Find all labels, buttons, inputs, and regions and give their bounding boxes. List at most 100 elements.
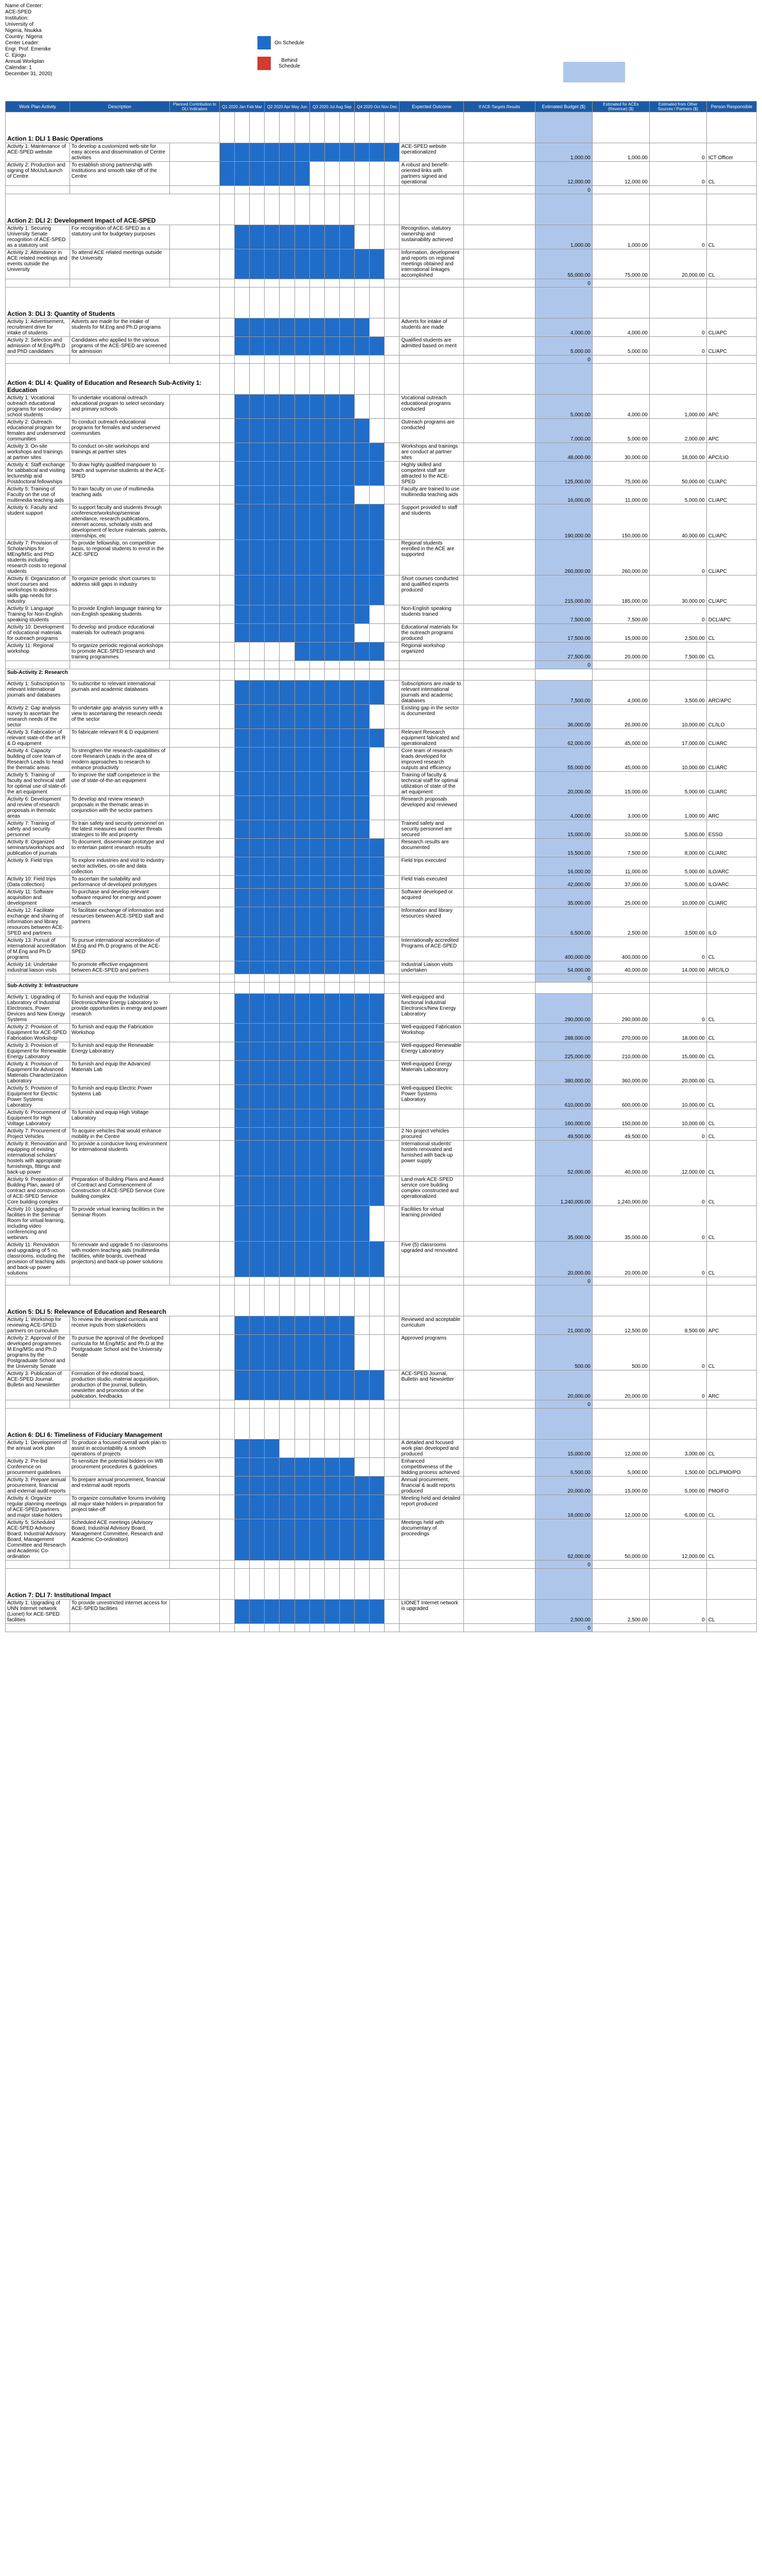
- budget-total-cell: 0: [534, 660, 593, 669]
- budget-cell: 15,000.00: [534, 820, 593, 839]
- section-row: Action 6: DLI 6: Timeliness of Fiduciary…: [5, 1408, 757, 1439]
- resp-cell: CL/ARC: [706, 888, 757, 907]
- resp-cell: ILO: [706, 907, 757, 937]
- remarks-cell: [463, 336, 535, 355]
- outcome-cell: Training of faculty & technical staff fo…: [399, 771, 464, 796]
- other-cell: 10,000.00: [649, 704, 707, 729]
- schedule-cell: [249, 1560, 265, 1569]
- schedule-cell: [339, 1285, 355, 1316]
- schedule-cell: [324, 336, 340, 355]
- other-cell: 40,000.00: [649, 504, 707, 540]
- outcome-cell: Relevant Research equipment fabricated a…: [399, 728, 464, 748]
- resp-cell: CL/ARC: [706, 747, 757, 772]
- schedule-cell: [219, 185, 235, 194]
- other-cell: 1,000.00: [649, 795, 707, 820]
- budget-cell: [534, 1408, 593, 1439]
- schedule-cell: [384, 642, 400, 661]
- resp-cell: [706, 1408, 757, 1439]
- prior-cell: [169, 485, 220, 504]
- remarks-cell: [463, 623, 535, 642]
- remarks-cell: [463, 143, 535, 162]
- schedule-cell: [249, 771, 265, 796]
- schedule-cell: [339, 443, 355, 462]
- activity-cell: Activity 2: Approval of the developed pr…: [5, 1334, 70, 1370]
- schedule-cell: [369, 857, 385, 876]
- activity-row: Activity 1: Vocational outreach educatio…: [5, 394, 757, 419]
- schedule-cell: [354, 974, 370, 982]
- schedule-cell: [234, 443, 250, 462]
- schedule-cell: [279, 1109, 295, 1128]
- schedule-cell: [219, 461, 235, 486]
- budget-cell: [534, 669, 593, 681]
- section-row: Action 1: DLI 1 Basic Operations: [5, 112, 757, 143]
- schedule-cell: [384, 669, 400, 681]
- schedule-cell: [279, 1599, 295, 1624]
- schedule-cell: [294, 1476, 310, 1495]
- schedule-cell: [294, 1060, 310, 1085]
- schedule-cell: [294, 1140, 310, 1176]
- schedule-cell: [324, 1176, 340, 1206]
- schedule-cell: [369, 1623, 385, 1632]
- resp-cell: CL: [706, 1599, 757, 1624]
- schedule-cell: [384, 795, 400, 820]
- schedule-cell: [339, 461, 355, 486]
- info-line: Nigeria, Nsukka: [5, 28, 42, 33]
- prior-cell: [169, 185, 220, 194]
- schedule-cell: [384, 1042, 400, 1061]
- ace-cell: 3,000.00: [592, 795, 650, 820]
- schedule-cell: [249, 669, 265, 681]
- info-line: Annual Workplan: [5, 59, 44, 64]
- schedule-cell: [369, 418, 385, 443]
- total-row: 0: [5, 1400, 757, 1409]
- description-cell: [69, 185, 170, 194]
- budget-cell: [534, 1285, 593, 1316]
- schedule-cell: [309, 1560, 325, 1569]
- description-cell: To develop a customized web-site for eas…: [69, 143, 170, 162]
- schedule-cell: [219, 1084, 235, 1109]
- outcome-cell: LIONET Internet network is upgraded: [399, 1599, 464, 1624]
- outcome-cell: Meetings held with documentary of procee…: [399, 1519, 464, 1561]
- schedule-cell: [369, 771, 385, 796]
- schedule-cell: [294, 1206, 310, 1242]
- schedule-cell: [324, 1519, 340, 1561]
- outcome-cell: [399, 194, 464, 225]
- schedule-cell: [384, 1519, 400, 1561]
- prior-cell: [169, 1042, 220, 1061]
- other-cell: 20,000.00: [649, 249, 707, 279]
- schedule-cell: [324, 838, 340, 857]
- schedule-cell: [369, 1334, 385, 1370]
- schedule-cell: [279, 993, 295, 1024]
- schedule-cell: [369, 838, 385, 857]
- schedule-cell: [324, 249, 340, 279]
- activity-row: Activity 3: Prepare annual procurement, …: [5, 1476, 757, 1495]
- prior-cell: [169, 937, 220, 961]
- schedule-cell: [294, 961, 310, 974]
- schedule-cell: [279, 1370, 295, 1400]
- schedule-cell: [369, 1023, 385, 1042]
- budget-total-cell: 0: [534, 1277, 593, 1285]
- schedule-cell: [384, 143, 400, 162]
- outcome-cell: Highly skilled and competent staff are a…: [399, 461, 464, 486]
- schedule-cell: [384, 1285, 400, 1316]
- budget-cell: 27,500.00: [534, 642, 593, 661]
- schedule-cell: [279, 642, 295, 661]
- schedule-cell: [339, 993, 355, 1024]
- schedule-cell: [219, 680, 235, 705]
- budget-cell: 55,000.00: [534, 249, 593, 279]
- activity-row: Activity 8: Renovation and equipping of …: [5, 1140, 757, 1176]
- total-row: 0: [5, 1277, 757, 1285]
- activity-row: Activity 3: Publication of ACE-SPED Jour…: [5, 1370, 757, 1400]
- other-cell: 0: [649, 539, 707, 575]
- ace-cell: [592, 1408, 650, 1439]
- schedule-cell: [309, 363, 325, 395]
- description-cell: To organize periodic short courses to ad…: [69, 575, 170, 605]
- other-cell: 0: [649, 937, 707, 961]
- schedule-cell: [384, 993, 400, 1024]
- resp-cell: ARC/ILO: [706, 961, 757, 974]
- other-cell: [649, 1285, 707, 1316]
- col-q2: Q2 2020 Apr May Jun: [264, 101, 310, 112]
- schedule-cell: [309, 394, 325, 419]
- schedule-cell: [249, 907, 265, 937]
- resp-cell: [706, 982, 757, 994]
- schedule-cell: [324, 1400, 340, 1409]
